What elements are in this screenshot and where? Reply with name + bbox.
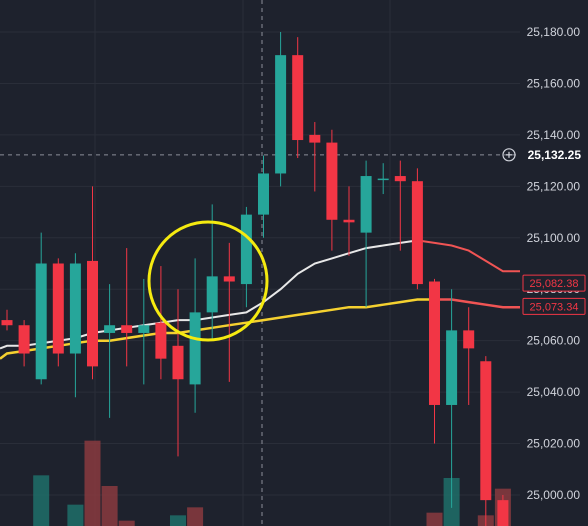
candle-body (172, 345, 184, 380)
candle (411, 168, 423, 290)
candle-body (275, 55, 287, 174)
candle-body (35, 263, 47, 380)
candle (480, 356, 492, 526)
price-tag-label: 25,082.38 (530, 278, 579, 290)
candle-body (258, 173, 269, 215)
candle (463, 307, 475, 405)
price-tick-label: 25,040.00 (527, 385, 581, 399)
price-tick-label: 25,000.00 (527, 488, 581, 502)
price-tick-label: 25,060.00 (527, 334, 581, 348)
candle-body (223, 276, 235, 282)
candle (497, 495, 509, 526)
candle-body (69, 263, 81, 354)
volume-bar (426, 512, 443, 526)
candle (52, 258, 64, 367)
candle (189, 258, 201, 413)
candle (1, 309, 13, 331)
candle (240, 206, 252, 308)
crosshair-value-label: 25,132.25 (528, 148, 582, 162)
price-tick-label: 25,140.00 (527, 128, 581, 142)
candle-body (87, 260, 98, 367)
price-tags: 25,082.38 25,073.34 (522, 274, 586, 315)
candlesticks (1, 32, 509, 526)
candle (87, 186, 98, 380)
candle (275, 32, 287, 187)
volume-bar (33, 475, 50, 526)
volume-bar (84, 440, 101, 526)
price-tick-label: 25,180.00 (527, 25, 581, 39)
candle (223, 242, 235, 382)
candle (360, 160, 372, 308)
candle (155, 266, 167, 380)
volume-bar (187, 507, 204, 526)
candle-body (326, 142, 338, 220)
price-tag: 25,082.38 (522, 274, 586, 292)
candle-body (240, 214, 252, 285)
highlight-circle-annotation (147, 220, 269, 342)
crosshair-price-label[interactable]: 25,132.25 (502, 148, 582, 162)
candle-body (343, 219, 355, 223)
candle (35, 232, 47, 385)
candle (138, 278, 150, 385)
candle-body (446, 330, 458, 405)
plus-circle-icon (502, 148, 516, 162)
price-tag-box (522, 297, 586, 315)
price-tag: 25,073.34 (522, 297, 586, 315)
candle-body (429, 281, 440, 405)
candle (343, 186, 355, 256)
candle (292, 37, 304, 159)
candle-body (309, 134, 321, 143)
candle-body (52, 263, 64, 354)
candle-body (189, 312, 201, 385)
candle (446, 289, 458, 508)
ma-fast-line-after (417, 239, 520, 273)
ma-slow-line-after (434, 298, 520, 309)
candle (18, 320, 30, 367)
candle (429, 278, 440, 444)
price-tag-box (522, 274, 586, 292)
candle-body (394, 176, 406, 182)
candle-body (155, 322, 167, 359)
volume-bar (67, 504, 84, 526)
candle-body (292, 55, 304, 141)
candle-body (18, 325, 30, 354)
candle-body (377, 178, 389, 181)
price-axis: 25,180.00 25,160.00 25,140.00 25,120.00 25,1… (527, 25, 581, 502)
candle (206, 204, 218, 341)
candle-body (480, 361, 492, 501)
candle (104, 284, 116, 418)
candle-body (138, 325, 150, 333)
candle-body (463, 330, 475, 349)
candle-body (104, 325, 116, 333)
volume-bar (101, 486, 118, 526)
price-tag-label: 25,073.34 (530, 301, 579, 313)
price-tick-label: 25,100.00 (527, 231, 581, 245)
price-tick-label: 25,020.00 (527, 437, 581, 451)
candle (121, 248, 133, 367)
highlight-circle (147, 220, 269, 342)
candle (309, 122, 321, 192)
candle-body (1, 320, 13, 326)
candle-body (411, 181, 423, 285)
candle (258, 155, 269, 238)
volume-bar (118, 520, 135, 526)
candle-body (360, 176, 372, 233)
candle (326, 129, 338, 251)
price-tick-label: 25,160.00 (527, 76, 581, 90)
candle (69, 253, 81, 398)
candle-body (121, 325, 133, 333)
candle (172, 289, 184, 457)
candle-body (497, 500, 509, 526)
candle (377, 163, 389, 195)
price-tick-label: 25,120.00 (527, 179, 581, 193)
volume-bar (170, 515, 186, 526)
candle (394, 160, 406, 251)
candle-body (206, 276, 218, 313)
